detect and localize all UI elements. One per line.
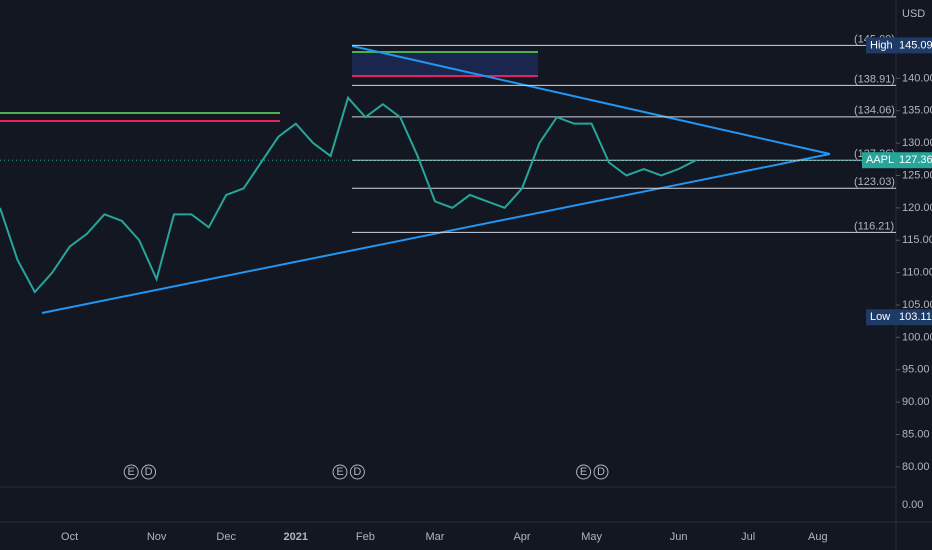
x-tick-label: Jul	[741, 531, 755, 543]
level-label: (123.03)	[854, 176, 895, 188]
high-label: High	[870, 39, 893, 51]
level-label: (138.91)	[854, 73, 895, 85]
last-price: 127.36	[899, 154, 932, 166]
trendline	[41, 153, 831, 314]
x-tick-label: Apr	[513, 531, 530, 543]
level-label: (134.06)	[854, 105, 895, 117]
y-tick-label: 115.00	[902, 234, 932, 246]
event-marker	[141, 464, 157, 480]
x-tick-label: Nov	[147, 531, 167, 543]
x-tick-label: 2021	[284, 531, 308, 543]
price-line	[0, 95, 697, 294]
y-tick-label: 135.00	[902, 105, 932, 117]
event-marker	[576, 464, 592, 480]
y-tick-label: 140.00	[902, 72, 932, 84]
x-tick-label: Dec	[216, 531, 236, 543]
low-value: 103.11	[899, 311, 932, 323]
y-tick-label: 125.00	[902, 169, 932, 181]
x-tick-label: Feb	[356, 531, 375, 543]
event-label: E	[128, 466, 135, 478]
symbol-label: AAPL	[866, 154, 894, 166]
event-marker	[593, 464, 609, 480]
event-label: D	[145, 466, 153, 478]
macd-zero: 0.00	[902, 499, 923, 511]
high-value: 145.09	[899, 39, 932, 51]
low-badge	[866, 309, 932, 326]
y-tick-label: 110.00	[902, 267, 932, 279]
event-marker	[332, 464, 348, 480]
y-tick-label: 80.00	[902, 461, 930, 473]
trendline	[351, 45, 831, 155]
currency: USD	[902, 8, 925, 20]
y-tick-label: 130.00	[902, 137, 932, 149]
x-tick-label: May	[581, 531, 602, 543]
y-tick-label: 100.00	[902, 331, 932, 343]
y-tick-label: 90.00	[902, 396, 930, 408]
event-marker	[123, 464, 139, 480]
event-marker	[349, 464, 365, 480]
high-badge	[866, 37, 932, 54]
x-tick-label: Jun	[670, 531, 688, 543]
y-tick-label: 95.00	[902, 364, 930, 376]
event-label: E	[336, 466, 343, 478]
y-tick-label: 120.00	[902, 202, 932, 214]
x-tick-label: Mar	[426, 531, 445, 543]
event-label: D	[597, 466, 605, 478]
level-label: (116.21)	[854, 220, 894, 232]
x-tick-label: Oct	[61, 531, 78, 543]
y-tick-label: 85.00	[902, 428, 930, 440]
zone	[352, 52, 538, 76]
event-label: D	[353, 466, 361, 478]
symbol-badge	[862, 152, 896, 169]
x-tick-label: Aug	[808, 531, 828, 543]
low-label: Low	[870, 311, 890, 323]
event-label: E	[580, 466, 587, 478]
y-tick-label: 105.00	[902, 299, 932, 311]
price-badge	[896, 152, 932, 169]
